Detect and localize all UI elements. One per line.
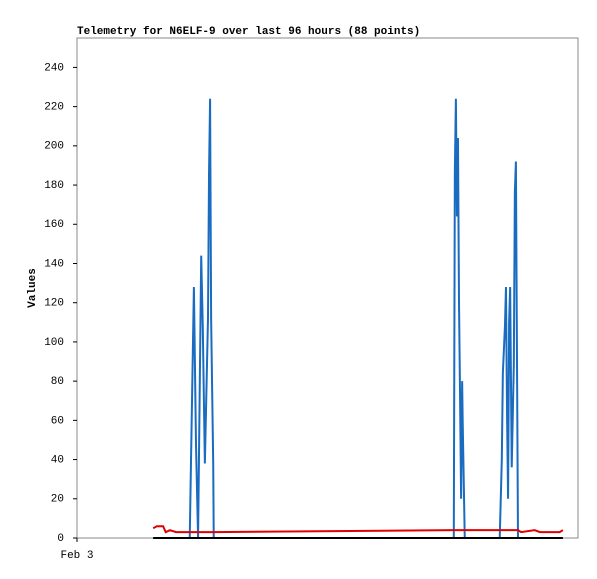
y-tick-label: 120 (44, 298, 64, 310)
y-tick-label: 140 (44, 258, 64, 270)
chart-title: Telemetry for N6ELF-9 over last 96 hours… (77, 26, 420, 38)
y-tick-label: 180 (44, 180, 64, 192)
y-tick-label: 40 (51, 454, 64, 466)
y-tick-label: 100 (44, 337, 64, 349)
y-tick-label: 80 (51, 376, 64, 388)
y-tick-label: 20 (51, 494, 64, 506)
series-line (152, 525, 564, 534)
y-tick-label: 220 (44, 102, 64, 114)
y-tick-label: 60 (51, 415, 64, 427)
series-line (153, 98, 563, 539)
y-tick-label: 200 (44, 141, 64, 153)
y-tick-label: 0 (57, 533, 64, 545)
x-tick-label: Feb 3 (60, 550, 93, 562)
plot-frame (76, 37, 579, 539)
y-axis-label: Values (27, 268, 39, 308)
y-tick-label: 240 (44, 62, 64, 74)
y-tick-label: 160 (44, 219, 64, 231)
